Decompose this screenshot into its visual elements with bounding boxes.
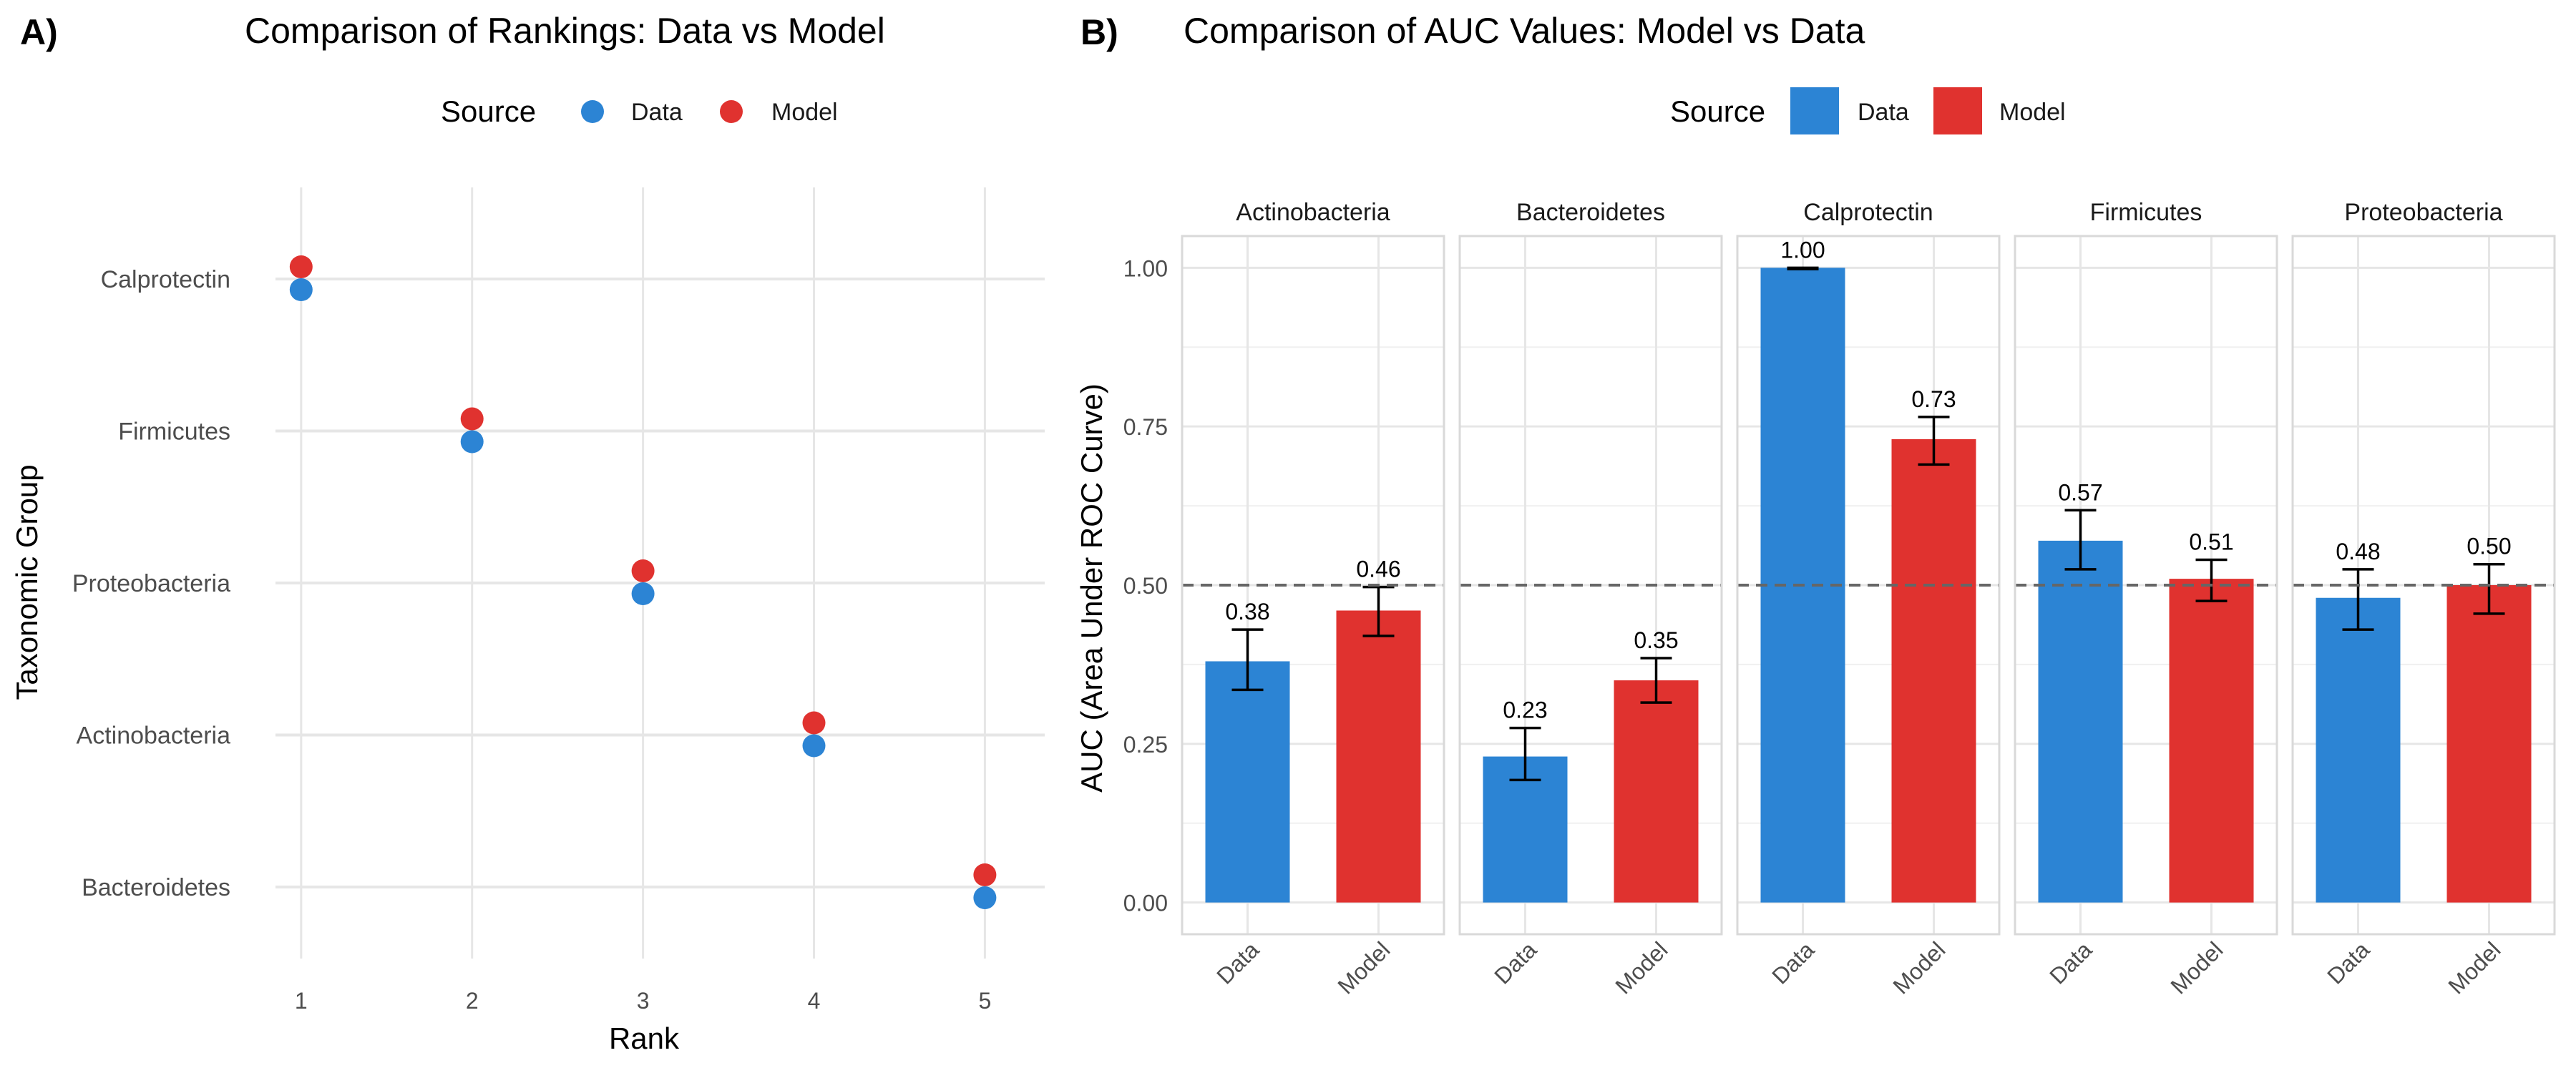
ranking-legend-title: Source [441,94,536,128]
ranking-point-data-calprotectin [289,278,313,301]
auc-bar-value-label: 1.00 [1780,237,1825,263]
auc-x-tick-label: Data [1767,936,1819,989]
ranking-legend-model-label: Model [771,99,838,126]
auc-bar-calprotectin-model [1891,438,1976,903]
ranking-x-tick-label: 3 [637,988,650,1014]
ranking-point-model-bacteroidetes [973,863,997,886]
ranking-y-axis-label: Taxonomic Group [10,464,44,700]
auc-chart-title: Comparison of AUC Values: Model vs Data [1184,11,1865,51]
auc-x-tick-label: Data [1489,936,1541,989]
facet-bacteroidetes: Bacteroidetes 0.23 Data 0.35 Model [1458,199,1723,999]
facet-actinobacteria: Actinobacteria 0.38 Data 0.46 Model [1181,199,1445,999]
auc-legend-model-swatch [1933,87,1982,134]
facet-strip-label: Proteobacteria [2344,199,2502,226]
auc-y-ticks: 0.00 0.25 0.50 0.75 1.00 [1123,255,1168,916]
ranking-point-model-firmicutes [460,407,484,431]
facet-panel-border [2014,235,2278,936]
ranking-x-tick-label: 2 [466,988,479,1014]
ranking-y-tick-label: Actinobacteria [77,722,231,750]
auc-legend-model-label: Model [1999,99,2066,126]
ranking-legend-data-swatch [581,100,604,123]
auc-bar-bacteroidetes-model [1614,680,1699,903]
auc-bar-actinobacteria-data [1205,661,1290,903]
ranking-point-model-proteobacteria [631,559,655,582]
auc-bar-firmicutes-model [2169,579,2254,903]
facet-panel-border [1458,235,1723,936]
facet-firmicutes: Firmicutes 0.57 Data 0.51 Model [2014,199,2278,999]
auc-x-tick-label: Data [2322,936,2374,989]
auc-bar-actinobacteria-model [1336,610,1421,903]
ranking-point-model-calprotectin [289,255,313,278]
auc-bar-firmicutes-data [2038,540,2123,903]
ranking-x-axis-label: Rank [609,1021,680,1055]
ranking-point-data-proteobacteria [631,582,655,605]
facet-panel-border [1181,235,1445,936]
ranking-point-data-bacteroidetes [973,886,997,909]
auc-bar-value-label: 0.51 [2189,529,2233,555]
auc-bar-proteobacteria-data [2316,597,2401,903]
auc-bar-value-label: 0.48 [2336,539,2380,564]
auc-y-tick-label: 1.00 [1123,255,1168,281]
facet-calprotectin: Calprotectin 1.00 Data 0.73 Model [1736,199,2001,999]
ranking-legend: Source Data Model [441,94,838,128]
auc-y-tick-label: 0.75 [1123,414,1168,440]
facet-strip-label: Calprotectin [1803,199,1933,226]
ranking-point-data-actinobacteria [802,734,826,758]
facet-panel-border [1736,235,2001,936]
facet-strip-label: Actinobacteria [1236,199,1390,226]
ranking-x-tick-label: 1 [295,988,308,1014]
auc-y-tick-label: 0.00 [1123,891,1168,916]
auc-x-tick-label: Model [2165,936,2228,999]
auc-legend-title: Source [1670,94,1765,128]
ranking-legend-model-swatch [720,100,743,123]
ranking-point-data-firmicutes [460,430,484,454]
auc-bar-proteobacteria-model [2446,585,2532,903]
auc-x-tick-label: Data [2044,936,2097,989]
auc-y-tick-label: 0.25 [1123,732,1168,758]
auc-bar-value-label: 0.35 [1634,627,1678,653]
auc-x-tick-label: Model [1888,936,1950,999]
auc-y-axis-label: AUC (Area Under ROC Curve) [1075,383,1108,793]
auc-panel: B) Comparison of AUC Values: Model vs Da… [1075,11,2556,999]
auc-facets: Actinobacteria0.38Data0.46ModelBacteroid… [1181,199,2556,999]
auc-bar-value-label: 0.73 [1911,386,1956,412]
panel-label-b: B) [1080,12,1118,52]
auc-bar-value-label: 0.50 [2467,534,2511,559]
ranking-panel: A) Comparison of Rankings: Data vs Model… [10,11,1045,1055]
ranking-x-tick-label: 4 [808,988,821,1014]
panel-label-a: A) [20,12,58,52]
auc-x-tick-label: Data [1211,936,1264,989]
auc-x-tick-label: Model [2443,936,2505,999]
auc-bar-value-label: 0.38 [1225,599,1269,624]
ranking-ticks: 1 2 3 4 5 Calprotectin Firmicutes Proteobacteri… [72,266,991,1014]
facet-proteobacteria: Proteobacteria 0.48 Data 0.50 Model [2291,199,2556,999]
ranking-legend-data-label: Data [631,99,683,126]
ranking-points [289,255,997,909]
auc-x-tick-label: Model [1332,936,1395,999]
ranking-chart-title: Comparison of Rankings: Data vs Model [245,11,885,51]
ranking-point-model-actinobacteria [802,711,826,735]
ranking-y-tick-label: Firmicutes [118,418,230,446]
auc-bar-value-label: 0.23 [1503,697,1547,723]
facet-panel-border [2291,235,2556,936]
ranking-y-tick-label: Bacteroidetes [82,874,230,901]
auc-legend-data-swatch [1790,87,1839,134]
auc-legend: Source Data Model [1670,87,2066,134]
auc-bar-value-label: 0.46 [1356,557,1400,582]
ranking-x-tick-label: 5 [978,988,991,1014]
facet-strip-label: Bacteroidetes [1516,199,1665,226]
auc-legend-data-label: Data [1858,99,1909,126]
auc-y-tick-label: 0.50 [1123,573,1168,599]
auc-bar-value-label: 0.57 [2058,479,2102,505]
ranking-y-tick-label: Calprotectin [101,266,230,293]
facet-strip-label: Firmicutes [2090,199,2202,226]
auc-x-tick-label: Model [1610,936,1672,999]
ranking-y-tick-label: Proteobacteria [72,570,230,597]
ranking-grid [275,187,1045,959]
